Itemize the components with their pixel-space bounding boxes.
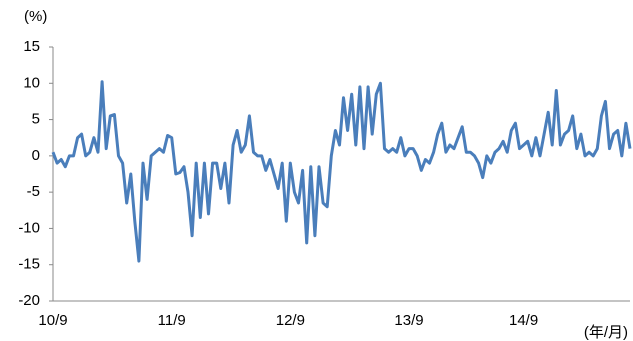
x-tick-label: 14/9 [509, 312, 538, 329]
x-tick-label: 13/9 [394, 312, 423, 329]
x-tick-label: 10/9 [38, 312, 67, 329]
y-tick-label: -20 [18, 292, 40, 309]
y-tick-label: 10 [23, 74, 40, 91]
y-tick-label: 5 [32, 111, 40, 128]
y-tick-label: -10 [18, 219, 40, 236]
y-tick-label: 0 [32, 147, 40, 164]
x-axis-label: (年/月) [584, 324, 628, 341]
y-tick-label: -15 [18, 256, 40, 273]
y-tick-label: -5 [27, 183, 40, 200]
x-tick-label: 12/9 [276, 312, 305, 329]
x-tick-label: 11/9 [158, 312, 186, 329]
y-tick-label: 15 [23, 38, 40, 55]
y-axis-label: (%) [24, 8, 47, 25]
data-line [51, 80, 632, 263]
